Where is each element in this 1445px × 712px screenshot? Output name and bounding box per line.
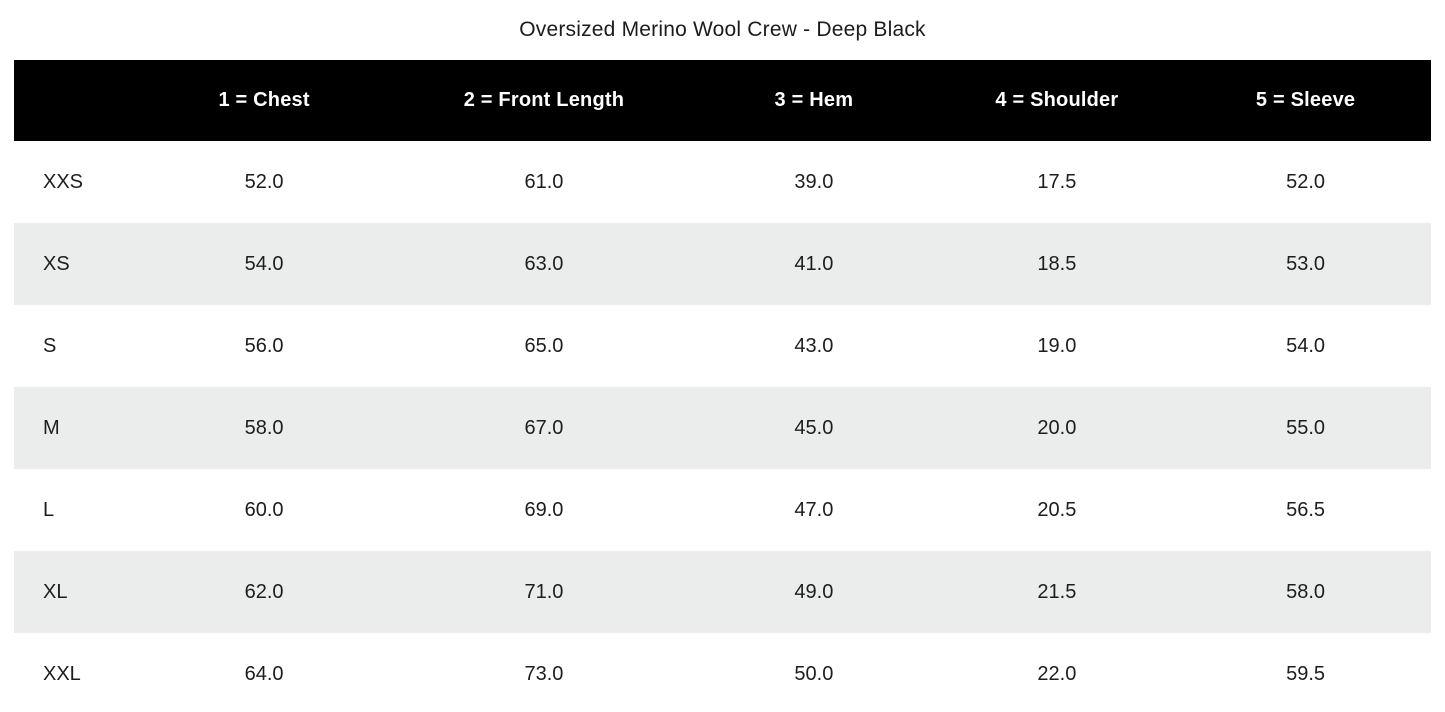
value-cell: 18.5 — [1037, 252, 1077, 275]
table-header-row: 1 = Chest 2 = Front Length 3 = Hem 4 = Shou… — [14, 60, 1431, 141]
value-cell: 67.0 — [524, 416, 564, 439]
table-row: S 56.0 65.0 43.0 19.0 54.0 — [14, 305, 1431, 387]
value-cell: 20.0 — [1037, 416, 1077, 439]
size-cell: L — [43, 498, 55, 521]
value-cell: 55.0 — [1286, 416, 1326, 439]
table-row: M 58.0 67.0 45.0 20.0 55.0 — [14, 387, 1431, 469]
table-row: XL 62.0 71.0 49.0 21.5 58.0 — [14, 551, 1431, 633]
value-cell: 50.0 — [794, 662, 834, 685]
value-cell: 54.0 — [1286, 334, 1326, 357]
page-title: Oversized Merino Wool Crew - Deep Black — [519, 18, 926, 41]
header-cell: 3 = Hem — [694, 60, 934, 141]
value-cell: 73.0 — [524, 662, 564, 685]
value-cell: 56.5 — [1286, 498, 1326, 521]
value-cell: 62.0 — [244, 580, 284, 603]
value-cell: 21.5 — [1037, 580, 1077, 603]
size-cell: S — [43, 334, 57, 357]
header-cell-size — [14, 60, 135, 141]
header-cell: 5 = Sleeve — [1180, 60, 1431, 141]
table-container: 1 = Chest 2 = Front Length 3 = Hem 4 = Shou… — [0, 60, 1445, 712]
value-cell: 58.0 — [244, 416, 284, 439]
value-cell: 22.0 — [1037, 662, 1077, 685]
value-cell: 49.0 — [794, 580, 834, 603]
value-cell: 43.0 — [794, 334, 834, 357]
value-cell: 65.0 — [524, 334, 564, 357]
header-cell: 2 = Front Length — [393, 60, 695, 141]
value-cell: 63.0 — [524, 252, 564, 275]
size-cell: XXS — [43, 170, 84, 193]
value-cell: 61.0 — [524, 170, 564, 193]
size-cell: XS — [43, 252, 70, 275]
size-cell: M — [43, 416, 60, 439]
size-chart-table: 1 = Chest 2 = Front Length 3 = Hem 4 = Shou… — [14, 60, 1431, 712]
value-cell: 69.0 — [524, 498, 564, 521]
value-cell: 54.0 — [244, 252, 284, 275]
header-cell: 4 = Shoulder — [933, 60, 1181, 141]
value-cell: 71.0 — [524, 580, 564, 603]
value-cell: 39.0 — [794, 170, 834, 193]
value-cell: 19.0 — [1037, 334, 1077, 357]
value-cell: 64.0 — [244, 662, 284, 685]
table-header: 1 = Chest 2 = Front Length 3 = Hem 4 = Shou… — [14, 60, 1431, 141]
value-cell: 52.0 — [1286, 170, 1326, 193]
table-row: XXL 64.0 73.0 50.0 22.0 59.5 — [14, 633, 1431, 712]
value-cell: 17.5 — [1037, 170, 1077, 193]
size-cell: XXL — [43, 662, 81, 685]
value-cell: 58.0 — [1286, 580, 1326, 603]
value-cell: 45.0 — [794, 416, 834, 439]
header-cell: 1 = Chest — [134, 60, 394, 141]
value-cell: 20.5 — [1037, 498, 1077, 521]
table-row: L 60.0 69.0 47.0 20.5 56.5 — [14, 469, 1431, 551]
table-row: XXS 52.0 61.0 39.0 17.5 52.0 — [14, 141, 1431, 223]
value-cell: 52.0 — [244, 170, 284, 193]
value-cell: 56.0 — [244, 334, 284, 357]
value-cell: 53.0 — [1286, 252, 1326, 275]
table-row: XS 54.0 63.0 41.0 18.5 53.0 — [14, 223, 1431, 305]
table-body: XXS 52.0 61.0 39.0 17.5 52.0 XS 54.0 63.0 41.0 18.… — [14, 141, 1431, 712]
value-cell: 47.0 — [794, 498, 834, 521]
value-cell: 60.0 — [244, 498, 284, 521]
value-cell: 41.0 — [794, 252, 834, 275]
size-cell: XL — [43, 580, 68, 603]
value-cell: 59.5 — [1286, 662, 1326, 685]
